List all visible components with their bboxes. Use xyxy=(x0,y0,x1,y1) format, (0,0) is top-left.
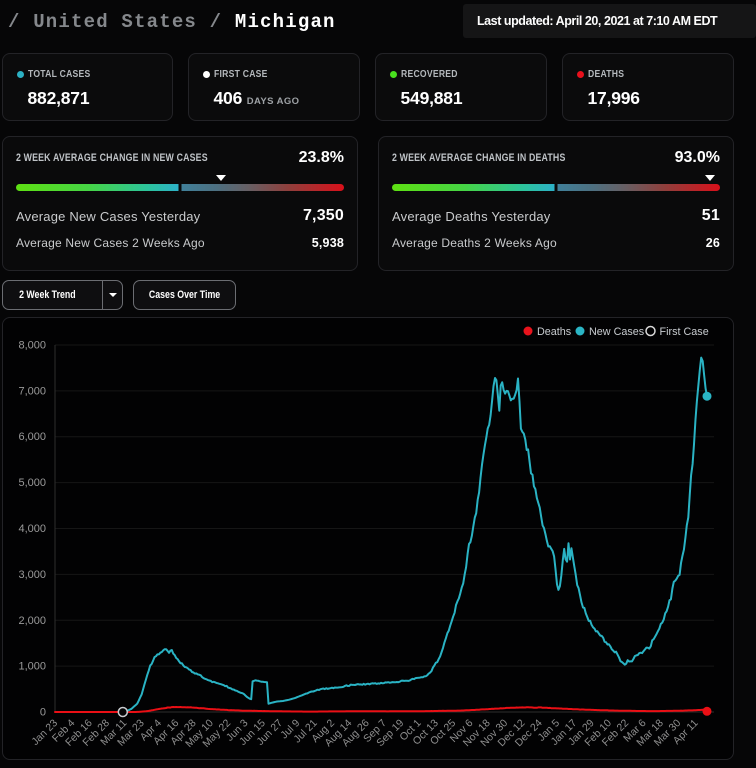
svg-text:Deaths: Deaths xyxy=(537,326,572,338)
svg-text:2,000: 2,000 xyxy=(18,615,46,627)
svg-text:3,000: 3,000 xyxy=(18,569,46,581)
svg-text:First Case: First Case xyxy=(660,326,709,338)
svg-text:1,000: 1,000 xyxy=(18,661,46,673)
svg-text:6,000: 6,000 xyxy=(18,431,46,443)
svg-text:New Cases: New Cases xyxy=(589,326,645,338)
svg-text:7,000: 7,000 xyxy=(18,385,46,397)
svg-text:4,000: 4,000 xyxy=(18,523,46,535)
svg-text:5,000: 5,000 xyxy=(18,477,46,489)
svg-text:0: 0 xyxy=(40,707,46,719)
svg-text:8,000: 8,000 xyxy=(18,340,46,352)
